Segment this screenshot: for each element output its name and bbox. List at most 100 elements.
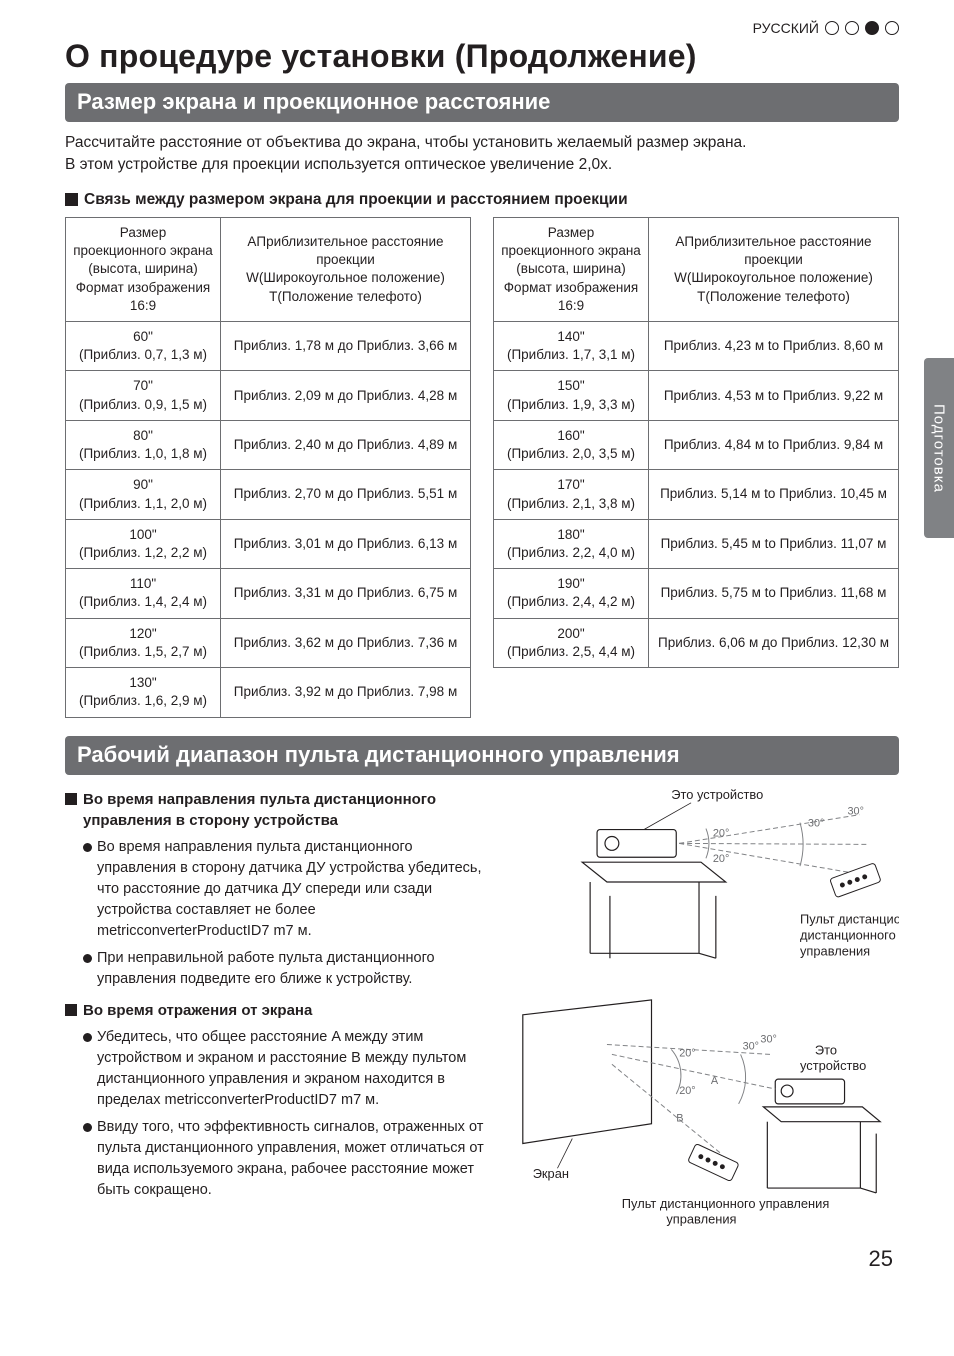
section1-bar: Размер экрана и проекционное расстояние <box>65 83 899 122</box>
table-row: 100"(Приблиз. 1,2, 2,2 м)Приблиз. 3,01 м… <box>66 519 471 568</box>
angle-label: 30° <box>760 1034 776 1046</box>
cell-distance: Приблиз. 5,14 м to Приблиз. 10,45 м <box>649 470 899 519</box>
remote-text-column: Во время направления пульта дистанционно… <box>65 785 485 1236</box>
diagram-label-device: Это устройство <box>671 786 763 801</box>
diagram-label-remote-bottom-2: управления <box>666 1212 736 1227</box>
remote-diagram: Это устройство <box>503 785 899 1236</box>
cell-distance: Приблиз. 3,01 м до Приблиз. 6,13 м <box>221 519 471 568</box>
list-item: Ввиду того, что эффективность сигналов, … <box>83 1117 485 1201</box>
remote-list-2: Убедитесь, что общее расстояние A между … <box>65 1027 485 1201</box>
cell-screen: 130"(Приблиз. 1,6, 2,9 м) <box>66 668 221 717</box>
list-item: Во время направления пульта дистанционно… <box>83 837 485 942</box>
angle-label: 20° <box>679 1048 695 1060</box>
cell-screen: 180"(Приблиз. 2,2, 4,0 м) <box>494 519 649 568</box>
page-dot-icon <box>865 21 879 35</box>
cell-screen: 140"(Приблиз. 1,7, 3,1 м) <box>494 322 649 371</box>
projection-tables: Размер проекционного экрана (высота, шир… <box>65 217 899 718</box>
diagram-label-remote-2: дистанционного <box>800 927 896 942</box>
diagram-bottom: Экран Это устройство <box>503 995 899 1233</box>
cell-distance: Приблиз. 3,92 м до Приблиз. 7,98 м <box>221 668 471 717</box>
table-header: Размер проекционного экрана (высота, шир… <box>494 217 649 321</box>
table-row: 200"(Приблиз. 2,5, 4,4 м)Приблиз. 6,06 м… <box>494 618 899 667</box>
segment-a-label: A <box>711 1076 719 1088</box>
cell-distance: Приблиз. 4,23 м to Приблиз. 8,60 м <box>649 322 899 371</box>
diagram-label-device-2b: устройство <box>800 1059 866 1074</box>
cell-distance: Приблиз. 4,53 м to Приблиз. 9,22 м <box>649 371 899 420</box>
language-bar: РУССКИЙ <box>65 20 899 36</box>
diagram-top: Это устройство <box>503 785 899 993</box>
cell-distance: Приблиз. 4,84 м to Приблиз. 9,84 м <box>649 420 899 469</box>
cell-distance: Приблиз. 5,75 м to Приблиз. 11,68 м <box>649 569 899 618</box>
table-header: Размер проекционного экрана (высота, шир… <box>66 217 221 321</box>
angle-label: 20° <box>679 1085 695 1097</box>
cell-distance: Приблиз. 2,40 м до Приблиз. 4,89 м <box>221 420 471 469</box>
table-row: 180"(Приблиз. 2,2, 4,0 м)Приблиз. 5,45 м… <box>494 519 899 568</box>
cell-distance: Приблиз. 6,06 м до Приблиз. 12,30 м <box>649 618 899 667</box>
table-body: 60"(Приблиз. 0,7, 1,3 м)Приблиз. 1,78 м … <box>66 322 471 718</box>
page-dot-icon <box>885 21 899 35</box>
table-row: 140"(Приблиз. 1,7, 3,1 м)Приблиз. 4,23 м… <box>494 322 899 371</box>
cell-screen: 200"(Приблиз. 2,5, 4,4 м) <box>494 618 649 667</box>
table-row: 110"(Приблиз. 1,4, 2,4 м)Приблиз. 3,31 м… <box>66 569 471 618</box>
list-item: При неправильной работе пульта дистанцио… <box>83 948 485 990</box>
cell-screen: 80"(Приблиз. 1,0, 1,8 м) <box>66 420 221 469</box>
section1-subheading: Связь между размером экрана для проекции… <box>65 191 899 209</box>
angle-label: 30° <box>848 805 864 817</box>
table-row: 160"(Приблиз. 2,0, 3,5 м)Приблиз. 4,84 м… <box>494 420 899 469</box>
remote-heading-1: Во время направления пульта дистанционно… <box>65 789 485 831</box>
projection-table-left: Размер проекционного экрана (высота, шир… <box>65 217 471 718</box>
diagram-label-remote-bottom: Пульт дистанционного управления <box>622 1196 830 1211</box>
diagram-label-remote-3: управления <box>800 943 870 958</box>
projection-table-right: Размер проекционного экрана (высота, шир… <box>493 217 899 668</box>
diagram-label-remote: Пульт дистанционного управления <box>800 911 899 926</box>
cell-distance: Приблиз. 5,45 м to Приблиз. 11,07 м <box>649 519 899 568</box>
cell-screen: 120"(Приблиз. 1,5, 2,7 м) <box>66 618 221 667</box>
table-body: 140"(Приблиз. 1,7, 3,1 м)Приблиз. 4,23 м… <box>494 322 899 668</box>
table-row: 90"(Приблиз. 1,1, 2,0 м)Приблиз. 2,70 м … <box>66 470 471 519</box>
cell-distance: Приблиз. 3,31 м до Приблиз. 6,75 м <box>221 569 471 618</box>
list-item: Убедитесь, что общее расстояние A между … <box>83 1027 485 1111</box>
cell-screen: 70"(Приблиз. 0,9, 1,5 м) <box>66 371 221 420</box>
segment-b-label: B <box>676 1113 683 1125</box>
language-label: РУССКИЙ <box>753 20 819 36</box>
table-row: 60"(Приблиз. 0,7, 1,3 м)Приблиз. 1,78 м … <box>66 322 471 371</box>
table-row: 120"(Приблиз. 1,5, 2,7 м)Приблиз. 3,62 м… <box>66 618 471 667</box>
cell-distance: Приблиз. 1,78 м до Приблиз. 3,66 м <box>221 322 471 371</box>
cell-distance: Приблиз. 2,70 м до Приблиз. 5,51 м <box>221 470 471 519</box>
table-row: 170"(Приблиз. 2,1, 3,8 м)Приблиз. 5,14 м… <box>494 470 899 519</box>
diagram-label-device-2: Это <box>815 1043 837 1058</box>
angle-label: 30° <box>808 817 824 829</box>
page-dot-icon <box>845 21 859 35</box>
table-row: 70"(Приблиз. 0,9, 1,5 м)Приблиз. 2,09 м … <box>66 371 471 420</box>
angle-label: 30° <box>743 1041 759 1053</box>
cell-screen: 160"(Приблиз. 2,0, 3,5 м) <box>494 420 649 469</box>
section1-subheading-text: Связь между размером экрана для проекции… <box>84 191 628 209</box>
cell-screen: 100"(Приблиз. 1,2, 2,2 м) <box>66 519 221 568</box>
remote-list-1: Во время направления пульта дистанционно… <box>65 837 485 990</box>
angle-label: 20° <box>713 853 729 865</box>
table-header: AПриблизительное расстояние проекции W(Ш… <box>221 217 471 321</box>
section2-bar: Рабочий диапазон пульта дистанционного у… <box>65 736 899 775</box>
page-dot-icon <box>825 21 839 35</box>
page: РУССКИЙ О процедуре установки (Продолжен… <box>0 0 954 1282</box>
table-header: AПриблизительное расстояние проекции W(Ш… <box>649 217 899 321</box>
page-title: О процедуре установки (Продолжение) <box>65 38 899 75</box>
page-number: 25 <box>65 1246 899 1272</box>
angle-label: 20° <box>713 827 729 839</box>
table-row: 150"(Приблиз. 1,9, 3,3 м)Приблиз. 4,53 м… <box>494 371 899 420</box>
table-row: 80"(Приблиз. 1,0, 1,8 м)Приблиз. 2,40 м … <box>66 420 471 469</box>
table-row: 190"(Приблиз. 2,4, 4,2 м)Приблиз. 5,75 м… <box>494 569 899 618</box>
table-row: 130"(Приблиз. 1,6, 2,9 м)Приблиз. 3,92 м… <box>66 668 471 717</box>
cell-screen: 190"(Приблиз. 2,4, 4,2 м) <box>494 569 649 618</box>
remote-section: Во время направления пульта дистанционно… <box>65 785 899 1236</box>
diagram-label-screen: Экран <box>533 1167 569 1182</box>
cell-screen: 150"(Приблиз. 1,9, 3,3 м) <box>494 371 649 420</box>
cell-screen: 110"(Приблиз. 1,4, 2,4 м) <box>66 569 221 618</box>
cell-screen: 170"(Приблиз. 2,1, 3,8 м) <box>494 470 649 519</box>
cell-screen: 90"(Приблиз. 1,1, 2,0 м) <box>66 470 221 519</box>
cell-screen: 60"(Приблиз. 0,7, 1,3 м) <box>66 322 221 371</box>
cell-distance: Приблиз. 3,62 м до Приблиз. 7,36 м <box>221 618 471 667</box>
remote-heading-2: Во время отражения от экрана <box>65 1000 485 1021</box>
cell-distance: Приблиз. 2,09 м до Приблиз. 4,28 м <box>221 371 471 420</box>
section1-lead: Рассчитайте расстояние от объектива до э… <box>65 132 899 177</box>
